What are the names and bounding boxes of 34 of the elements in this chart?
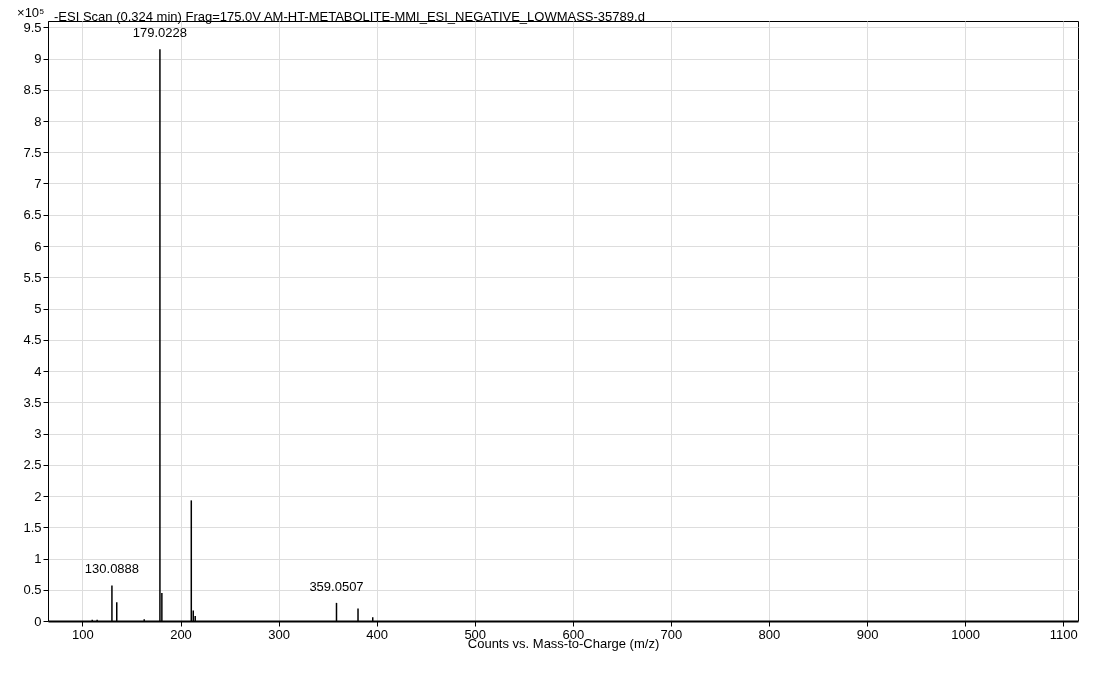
y-tick-label: 0 — [34, 613, 42, 629]
y-tick-label: 2 — [34, 488, 42, 504]
y-tick-label: 9.5 — [23, 19, 42, 35]
y-tick-label: 5.5 — [23, 269, 42, 285]
annotation: 130.0888 — [84, 561, 140, 577]
y-tick-label: 4.5 — [23, 332, 42, 348]
x-tick-label: 700 — [660, 626, 683, 642]
x-tick-label: 400 — [366, 626, 389, 642]
y-tick-label: 1.5 — [23, 519, 42, 535]
y-tick-label: 8.5 — [23, 82, 42, 98]
x-tick-label: 900 — [856, 626, 879, 642]
x-tick-label: 200 — [170, 626, 192, 642]
y-tick-label: 5 — [34, 301, 42, 316]
y-tick-label: 4 — [34, 363, 42, 379]
y-tick-label: 8 — [34, 113, 42, 129]
annotation: 179.0228 — [132, 25, 188, 41]
x-tick-label: 1100 — [1049, 626, 1078, 642]
y-tick-label: 3 — [34, 426, 42, 441]
y-tick-label: 6 — [34, 238, 42, 254]
annotation: 359.0507 — [309, 578, 364, 594]
chart-title: -ESI Scan (0.324 min) Frag=175.0V AM-HT-METABOLITE-MMI_ESI_NEGATIVE_LOWMASS-35789.d — [54, 9, 645, 24]
y-tick-label: 7 — [34, 176, 42, 191]
y-tick-label: 1 — [34, 551, 42, 566]
y-tick-label: 9 — [34, 51, 42, 66]
y-tick-label: 6.5 — [23, 207, 42, 223]
x-tick-label: 800 — [758, 626, 781, 642]
x-tick-label: 1000 — [951, 626, 981, 642]
y-tick-label: 0.5 — [23, 582, 42, 598]
x-tick-label: 100 — [72, 626, 94, 642]
x-tick-label: 300 — [268, 626, 290, 642]
y-tick-label: 7.5 — [23, 144, 42, 160]
y-axis-title: ×10⁵ — [17, 4, 45, 20]
y-tick-label: 3.5 — [23, 394, 42, 410]
y-tick-label: 2.5 — [23, 457, 42, 473]
